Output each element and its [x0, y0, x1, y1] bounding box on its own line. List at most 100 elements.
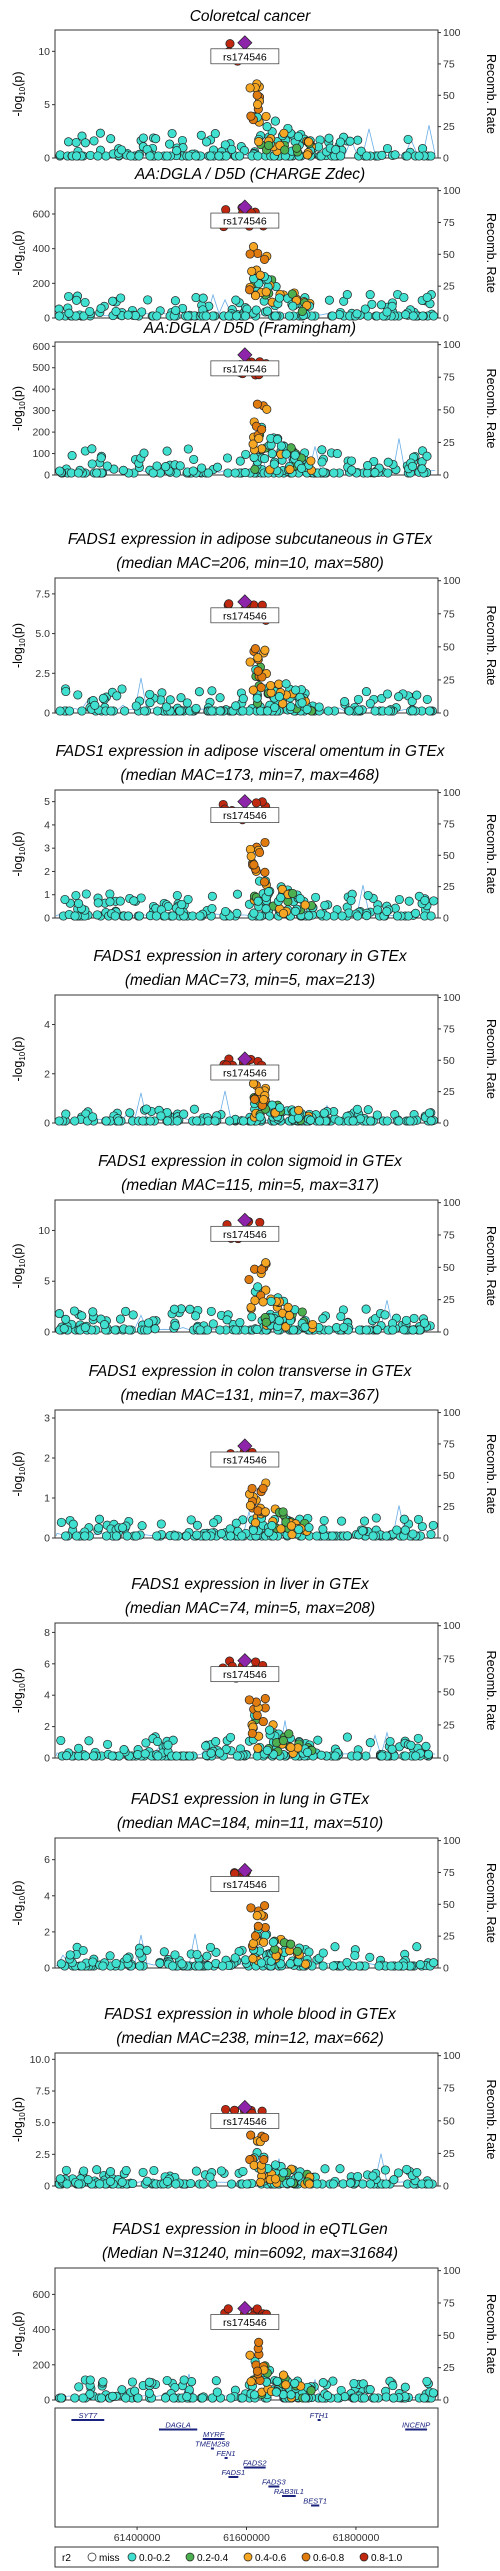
plot-frame	[54, 1837, 439, 1969]
snp-point	[96, 453, 106, 463]
snp-point	[370, 468, 380, 478]
snp-point	[191, 2166, 201, 2176]
snp-point	[177, 1959, 187, 1969]
snp-point	[387, 301, 397, 311]
snp-point	[270, 2174, 280, 2184]
snp-point	[182, 698, 192, 708]
snp-point	[102, 461, 112, 471]
snp-point	[168, 911, 178, 921]
snp-point	[270, 311, 280, 321]
snp-point	[261, 1317, 271, 1327]
legend-title: r2	[62, 2553, 71, 2564]
snp-point	[237, 1531, 247, 1541]
snp-point	[55, 706, 65, 716]
snp-point	[98, 1961, 108, 1971]
snp-point	[247, 266, 257, 276]
snp-point	[99, 1320, 110, 1330]
snp-point	[279, 128, 289, 138]
snp-point	[61, 1531, 71, 1541]
snp-point	[175, 706, 185, 716]
snp-point	[253, 1743, 263, 1753]
snp-point	[88, 1751, 99, 1761]
snp-point	[424, 706, 435, 716]
snp-point	[205, 1942, 216, 1952]
recomb-tick-label: 75	[443, 217, 455, 229]
snp-point	[61, 686, 71, 697]
snp-point	[140, 1749, 150, 1759]
snp-point	[336, 151, 346, 161]
snp-point	[148, 468, 158, 478]
y-tick-label: 1	[44, 1493, 50, 1505]
right-axis-title: Recomb. Rate	[484, 2294, 498, 2374]
snp-point	[308, 1319, 318, 1330]
snp-point	[110, 911, 120, 921]
snp-point	[388, 1325, 398, 1335]
snp-point	[300, 900, 310, 910]
legend: r2 miss 0.0-0.2 0.2-0.4 0.4-0.6 0.6-0.8 0.8-1.…	[54, 2546, 439, 2568]
snp-point	[318, 2378, 328, 2388]
snp-point	[231, 295, 241, 305]
legend-swatch	[243, 2552, 253, 2562]
snp-point	[182, 2392, 192, 2402]
lead-snp-label: rs174546	[223, 2317, 267, 2329]
snp-point	[352, 309, 362, 319]
snp-point	[70, 1116, 80, 1126]
gene-label: FEN1	[216, 2449, 235, 2458]
snp-point	[361, 1325, 371, 1335]
snp-point	[151, 134, 161, 144]
snp-point	[335, 137, 345, 147]
snp-point	[270, 702, 280, 713]
snp-point	[262, 122, 272, 132]
snp-point	[370, 706, 380, 716]
snp-point	[160, 2393, 171, 2403]
lead-snp-label: rs174546	[223, 363, 267, 375]
snp-point	[254, 137, 264, 147]
snp-point	[246, 1302, 256, 1312]
snp-point	[248, 1954, 258, 1964]
snp-point	[392, 1525, 402, 1535]
snp-point	[260, 645, 270, 655]
snp-point	[363, 461, 373, 471]
snp-point	[278, 1736, 288, 1746]
snp-point	[126, 151, 136, 161]
snp-point	[287, 289, 297, 299]
y-tick-label: 5	[44, 99, 50, 111]
lead-snp-label-box	[210, 48, 280, 65]
snp-point	[103, 1739, 113, 1749]
panel-subtitle: (median MAC=238, min=12, max=662)	[116, 2030, 384, 2047]
snp-point	[106, 134, 116, 144]
snp-point	[144, 1318, 154, 1328]
snp-point	[258, 1297, 268, 1307]
snp-point	[112, 691, 122, 701]
y-tick-label: 0	[44, 1533, 50, 1545]
snp-point	[172, 890, 182, 901]
recomb-tick-label: 50	[443, 1262, 455, 1274]
snp-point	[389, 2175, 399, 2185]
recomb-tick-label: 100	[443, 339, 461, 351]
recomb-tick-label: 0	[443, 913, 449, 925]
snp-point	[155, 1958, 165, 1968]
snp-point	[337, 911, 347, 921]
lead-snp-label: rs174546	[223, 1669, 267, 1681]
panel-subtitle: (median MAC=173, min=7, max=468)	[121, 767, 380, 784]
snp-point	[125, 1108, 135, 1118]
snp-point	[365, 1952, 375, 1962]
panel-6: FADS1 expression in artery coronary in G…	[11, 948, 498, 1130]
snp-point	[206, 1306, 216, 1316]
snp-point	[65, 1950, 75, 1960]
snp-point	[394, 894, 404, 905]
panel-subtitle: (Median N=31240, min=6092, max=31684)	[102, 2245, 398, 2262]
lead-snp-marker	[237, 594, 253, 610]
snp-point	[114, 1116, 124, 1126]
snp-point	[368, 2171, 378, 2181]
snp-point	[278, 908, 289, 919]
snp-point	[306, 456, 316, 466]
recomb-tick-label: 25	[443, 1719, 455, 1731]
snp-point	[318, 1948, 328, 1958]
x-tick-label: 61400000	[114, 2532, 161, 2544]
snp-point	[56, 2393, 66, 2403]
snp-point	[257, 424, 267, 435]
snp-point	[250, 464, 260, 474]
snp-point	[120, 706, 130, 716]
snp-point	[316, 909, 326, 919]
